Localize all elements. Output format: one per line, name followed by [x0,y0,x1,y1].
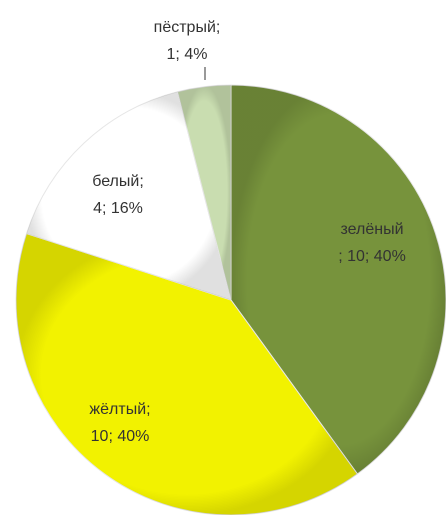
slice-shade [26,91,232,300]
data-label: 4; 16% [93,200,143,217]
data-label: белый; [92,173,144,190]
pie [15,84,446,515]
data-label: пёстрый; [154,19,221,36]
slice-shade [177,85,231,300]
data-label: зелёный [340,221,403,238]
data-label: жёлтый; [89,401,150,418]
data-label: 1; 4% [167,46,208,63]
data-label: 10; 40% [91,428,150,445]
slice-shade [16,233,358,515]
slice-shade [231,85,446,474]
data-label: ; 10; 40% [338,248,406,265]
